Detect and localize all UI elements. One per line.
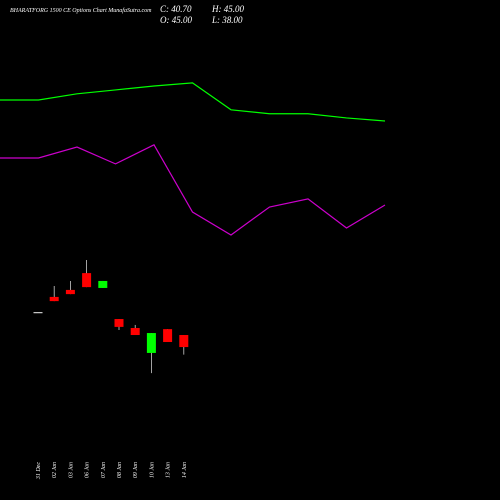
candle-body — [130, 328, 140, 336]
x-tick-label: 10 Jan — [149, 462, 155, 478]
x-tick-label: 06 Jan — [85, 462, 91, 478]
overlay-line — [0, 82, 386, 122]
candle-body — [98, 280, 108, 288]
info-open: O: 45.00 — [160, 15, 192, 25]
candle-body — [163, 329, 173, 343]
x-tick-label: 14 Jan — [181, 462, 188, 478]
candle-body — [82, 273, 92, 288]
candle-body — [179, 335, 189, 348]
candle-body — [65, 289, 75, 295]
x-tick-label: 08 Jan — [117, 462, 123, 478]
x-tick-label: 07 Jan — [101, 462, 107, 478]
candle-body — [49, 296, 59, 302]
candle-body — [146, 333, 156, 353]
info-low: L: 38.00 — [211, 15, 243, 25]
chart-title: BHARATFORG 1500 CE Options Chart MunafaS… — [10, 7, 152, 14]
x-tick-label: 02 Jan — [52, 462, 58, 478]
x-tick-label: 09 Jan — [133, 462, 139, 478]
x-tick-label: 31 Dec — [36, 462, 42, 480]
info-close: C: 40.70 — [160, 4, 192, 14]
overlay-line — [0, 144, 386, 236]
x-tick-label: 03 Jan — [68, 462, 74, 478]
info-high: H: 45.00 — [211, 4, 244, 14]
x-tick-label: 13 Jan — [166, 462, 172, 478]
candle-body — [33, 312, 43, 314]
candle-body — [114, 319, 124, 327]
